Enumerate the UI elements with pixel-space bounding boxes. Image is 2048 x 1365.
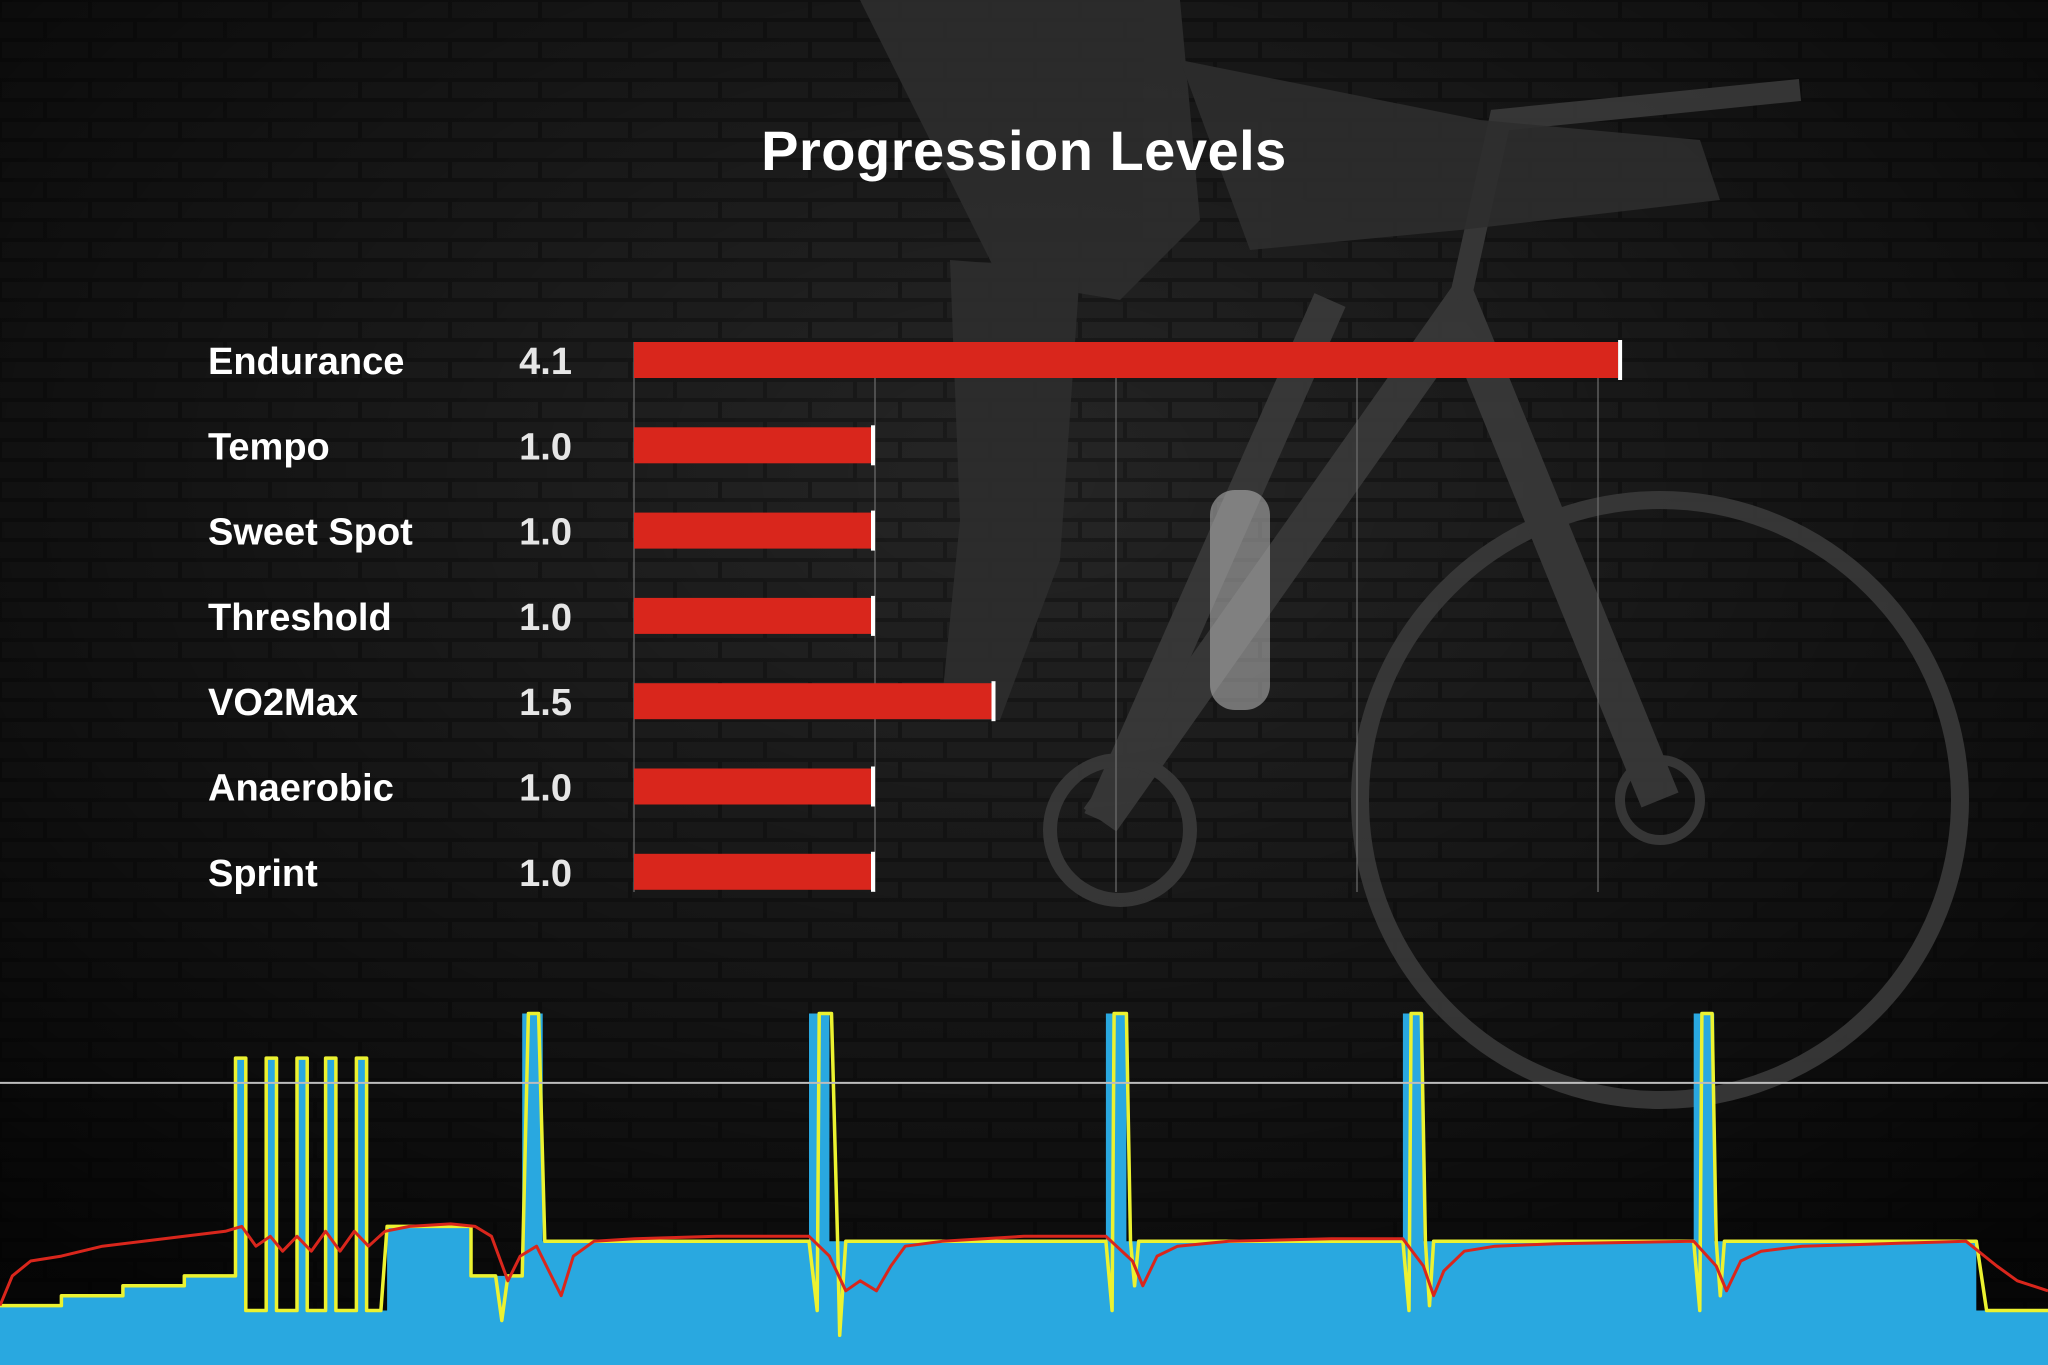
category-label: VO2Max — [208, 682, 358, 724]
bar — [634, 853, 871, 890]
water-bottle — [1210, 490, 1270, 710]
category-label: Sweet Spot — [208, 512, 413, 554]
bar — [634, 768, 871, 805]
bar-end-marker — [871, 595, 875, 636]
value-label: 1.0 — [519, 426, 572, 468]
bar-end-marker — [871, 425, 875, 466]
value-label: 1.0 — [519, 597, 572, 639]
category-label: Sprint — [208, 853, 318, 895]
bar-end-marker — [871, 510, 875, 551]
profile-series — [0, 1011, 2048, 1365]
bar-end-marker — [871, 851, 875, 892]
category-label: Threshold — [208, 597, 392, 639]
category-label: Endurance — [208, 341, 404, 383]
value-label: 4.1 — [519, 341, 572, 383]
category-label: Tempo — [208, 426, 330, 468]
bar-end-marker — [991, 681, 996, 722]
heart-rate-line — [0, 1222, 2048, 1307]
category-label: Anaerobic — [208, 768, 394, 810]
value-label: 1.5 — [519, 682, 572, 724]
bar-end-marker — [871, 766, 875, 807]
bar — [634, 683, 992, 720]
value-label: 1.0 — [519, 768, 572, 810]
bar — [634, 342, 1619, 378]
value-label: 1.0 — [519, 512, 572, 554]
value-label: 1.0 — [519, 853, 572, 895]
bar — [634, 427, 871, 464]
chart-title: Progression Levels — [761, 119, 1287, 182]
bar — [634, 512, 871, 549]
bar-end-marker — [1618, 340, 1623, 380]
bars: Endurance 4.1 Tempo 1.0 Sweet Spot 1.0 Thresho… — [208, 340, 1623, 895]
bar — [634, 597, 871, 634]
